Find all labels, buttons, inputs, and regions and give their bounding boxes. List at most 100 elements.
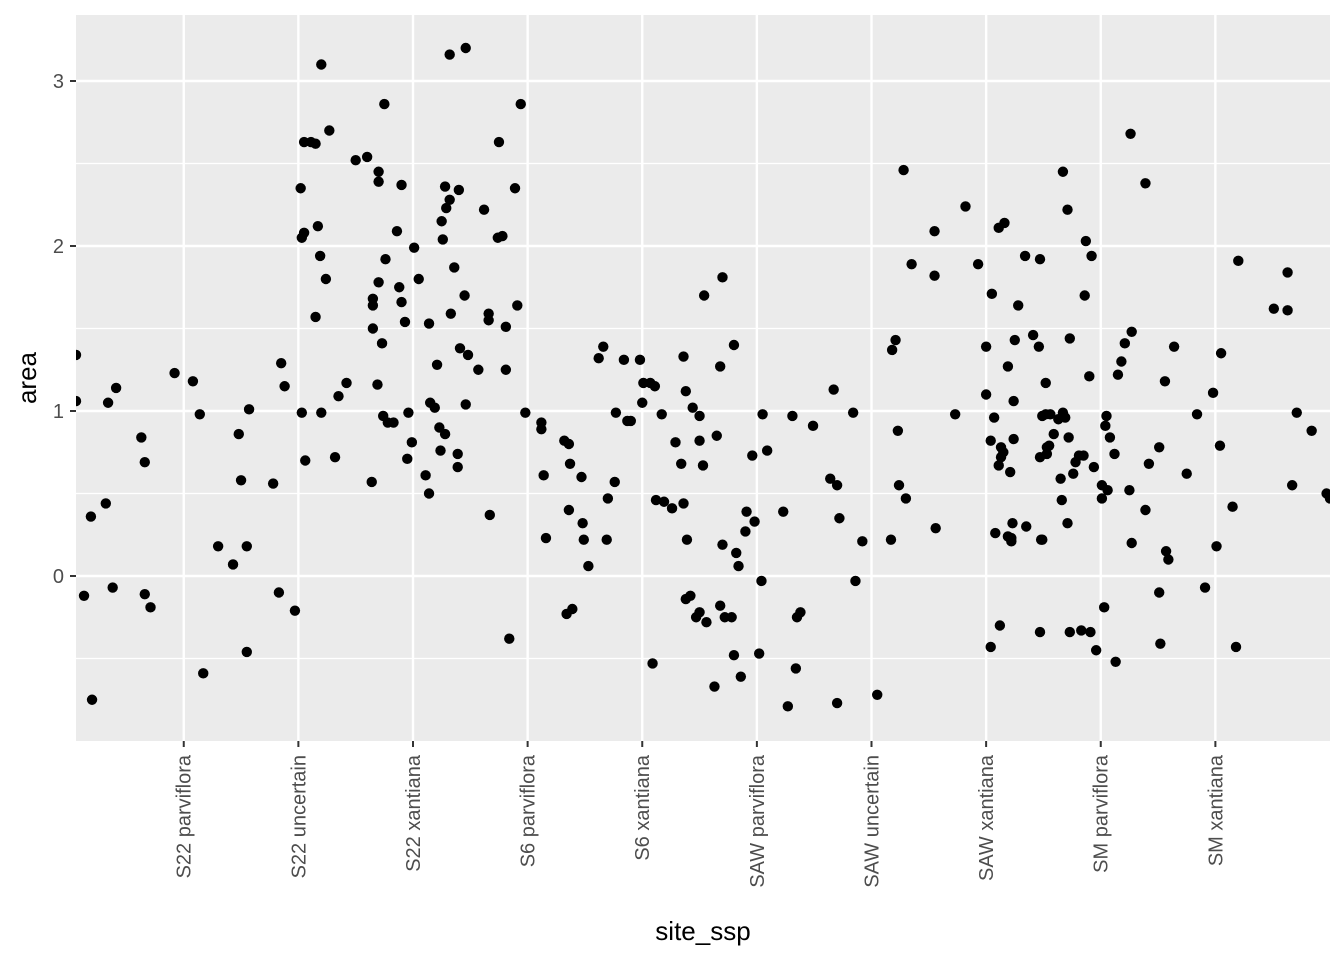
data-point (388, 417, 399, 428)
data-point (757, 409, 768, 420)
data-point (1079, 290, 1090, 301)
data-point (366, 476, 377, 488)
data-point (169, 367, 180, 379)
data-point (1126, 537, 1137, 549)
data-point (436, 216, 447, 227)
data-point (273, 587, 285, 598)
data-point (637, 397, 648, 408)
data-point (834, 513, 845, 524)
data-point (484, 509, 495, 521)
data-point (577, 518, 588, 529)
data-point (728, 650, 740, 661)
data-point (930, 522, 941, 534)
data-point (435, 445, 446, 456)
data-point (1154, 442, 1165, 453)
data-point (578, 534, 589, 545)
data-point (1100, 420, 1111, 432)
data-point (376, 338, 388, 349)
data-point (698, 290, 710, 301)
y-axis: 0 1 2 3 (53, 71, 76, 588)
data-point (1214, 440, 1226, 451)
data-point (1084, 371, 1095, 382)
data-point (694, 410, 705, 422)
data-point (980, 389, 992, 400)
data-point (78, 590, 90, 601)
data-point (1104, 432, 1116, 443)
data-point (747, 450, 758, 461)
data-point (453, 184, 465, 196)
data-point (1063, 432, 1074, 443)
data-point (711, 430, 722, 441)
data-point (583, 560, 594, 572)
data-point (1037, 534, 1048, 545)
data-point (740, 526, 751, 537)
data-point (241, 541, 252, 552)
data-point (1191, 409, 1203, 420)
data-point (145, 602, 156, 613)
data-point (1002, 361, 1014, 372)
data-point (367, 300, 379, 311)
data-point (515, 98, 526, 110)
data-point (76, 395, 82, 407)
data-point (900, 493, 912, 504)
data-point (373, 176, 384, 187)
data-point (1085, 626, 1096, 638)
data-point (1125, 128, 1136, 139)
data-point (1207, 387, 1219, 399)
data-point (279, 381, 290, 392)
data-point (885, 534, 897, 545)
data-point (1112, 369, 1124, 380)
data-point (709, 681, 720, 692)
data-point (483, 315, 494, 326)
data-point (396, 296, 407, 308)
data-point (1048, 428, 1059, 440)
data-point (1027, 329, 1039, 341)
data-point (459, 290, 470, 301)
data-point (828, 384, 839, 395)
data-point (235, 475, 247, 486)
data-point (778, 506, 789, 517)
data-point (1109, 448, 1120, 460)
data-point (454, 343, 466, 354)
data-point (1096, 493, 1108, 504)
data-point (380, 254, 391, 265)
data-point (735, 671, 747, 682)
data-point (985, 435, 996, 446)
data-point (656, 409, 667, 420)
data-point (310, 138, 321, 149)
data-point (625, 415, 636, 427)
data-point (972, 258, 984, 270)
data-point (512, 300, 523, 311)
data-point (408, 242, 420, 253)
data-point (1168, 341, 1180, 352)
data-point (445, 308, 457, 319)
data-point (753, 648, 765, 659)
data-point (1282, 305, 1293, 316)
data-point (1110, 656, 1121, 667)
x-tick-label: SM xantiana (1205, 754, 1227, 866)
data-point (988, 412, 1000, 423)
data-point (1045, 409, 1056, 420)
data-point (1088, 461, 1100, 473)
data-point (504, 633, 515, 644)
y-axis-title: area (12, 351, 42, 404)
y-tick-label: 0 (53, 566, 64, 588)
data-point (136, 432, 147, 443)
data-point (320, 273, 332, 285)
data-point (782, 701, 794, 712)
data-point (1154, 587, 1165, 598)
data-point (670, 437, 681, 448)
data-point (316, 59, 327, 70)
x-tick-label: SAW xantiana (976, 754, 998, 881)
data-point (437, 234, 449, 245)
data-point (1199, 582, 1211, 593)
data-point (906, 258, 917, 270)
data-point (1033, 341, 1045, 352)
data-point (980, 341, 992, 352)
data-point (892, 425, 904, 436)
data-point (681, 534, 693, 545)
data-point (296, 407, 308, 418)
data-point (694, 607, 705, 618)
data-point (1007, 518, 1018, 529)
data-point (1080, 235, 1092, 247)
